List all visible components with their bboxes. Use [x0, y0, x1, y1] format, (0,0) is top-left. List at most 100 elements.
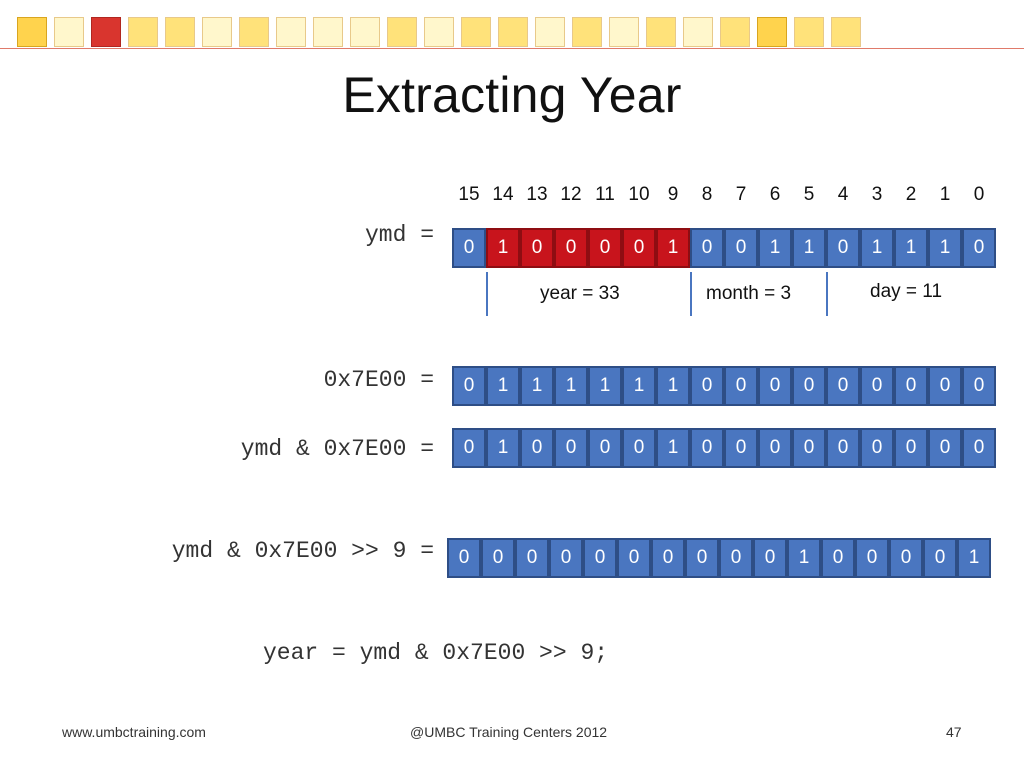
- deco-square: [313, 17, 343, 47]
- bit-index-label: 11: [595, 184, 615, 205]
- bit-cell: 1: [622, 366, 656, 406]
- bit-index-label: 0: [973, 184, 985, 205]
- bit-cell: 0: [447, 538, 481, 578]
- bit-index-label: 8: [701, 184, 713, 205]
- deco-square: [91, 17, 121, 47]
- bit-cell: 0: [962, 366, 996, 406]
- bit-cell: 0: [962, 228, 996, 268]
- row-label-mask: 0x7E00 =: [323, 367, 434, 393]
- bit-cell: 0: [860, 366, 894, 406]
- bit-cell: 0: [928, 428, 962, 468]
- bit-index-label: 2: [905, 184, 917, 205]
- bit-cell: 0: [690, 366, 724, 406]
- bit-index-label: 1: [939, 184, 951, 205]
- bit-cell: 1: [656, 428, 690, 468]
- bit-cell: 0: [690, 428, 724, 468]
- bit-cell: 0: [923, 538, 957, 578]
- bit-cell: 0: [520, 428, 554, 468]
- bit-index-label: 6: [769, 184, 781, 205]
- bit-cell: 0: [719, 538, 753, 578]
- bit-cell: 0: [928, 366, 962, 406]
- bit-cell: 0: [588, 228, 622, 268]
- bit-cell: 0: [826, 428, 860, 468]
- bit-cell: 1: [656, 228, 690, 268]
- bit-cell: 1: [787, 538, 821, 578]
- bit-index-label: 13: [526, 184, 548, 205]
- deco-square: [461, 17, 491, 47]
- bit-cell: 0: [452, 366, 486, 406]
- code-line: year = ymd & 0x7E00 >> 9;: [263, 640, 609, 666]
- deco-square: [387, 17, 417, 47]
- bit-cell: 0: [724, 228, 758, 268]
- bit-index-label: 5: [803, 184, 815, 205]
- deco-square: [350, 17, 380, 47]
- row-label-and: ymd & 0x7E00 =: [240, 436, 434, 462]
- deco-square: [794, 17, 824, 47]
- bit-cell: 0: [520, 228, 554, 268]
- bit-index-label: 9: [667, 184, 679, 205]
- bit-cell: 0: [962, 428, 996, 468]
- bit-cell: 0: [753, 538, 787, 578]
- deco-square: [683, 17, 713, 47]
- bit-cell: 0: [622, 428, 656, 468]
- bit-cell: 1: [957, 538, 991, 578]
- bit-cell: 0: [617, 538, 651, 578]
- bit-cell: 1: [792, 228, 826, 268]
- bit-index-label: 14: [492, 184, 514, 205]
- bit-cell: 0: [821, 538, 855, 578]
- deco-square: [609, 17, 639, 47]
- bit-cell: 0: [855, 538, 889, 578]
- bit-cell: 0: [622, 228, 656, 268]
- bit-cell: 0: [826, 228, 860, 268]
- bit-cell: 0: [452, 428, 486, 468]
- bit-cell: 0: [826, 366, 860, 406]
- slide-title: Extracting Year: [342, 67, 682, 123]
- deco-square: [239, 17, 269, 47]
- bit-cell: 0: [889, 538, 923, 578]
- field-divider: [486, 272, 488, 316]
- bit-cell: 1: [860, 228, 894, 268]
- field-divider: [826, 272, 828, 316]
- bit-index-label: 7: [735, 184, 747, 205]
- bit-cell: 1: [520, 366, 554, 406]
- bit-cell: 0: [685, 538, 719, 578]
- row-label-shift: ymd & 0x7E00 >> 9 =: [171, 538, 434, 564]
- year-field-label: year = 33: [540, 283, 620, 304]
- bit-cell: 0: [724, 366, 758, 406]
- bit-cell: 1: [894, 228, 928, 268]
- bit-cell: 0: [554, 228, 588, 268]
- bit-index-label: 12: [560, 184, 582, 205]
- deco-square: [128, 17, 158, 47]
- bit-cell: 1: [928, 228, 962, 268]
- bit-index-label: 15: [458, 184, 480, 205]
- deco-square: [646, 17, 676, 47]
- month-field-label: month = 3: [706, 283, 792, 304]
- bit-cell: 0: [554, 428, 588, 468]
- bit-index-label: 3: [871, 184, 883, 205]
- deco-square: [424, 17, 454, 47]
- bit-cell: 1: [656, 366, 690, 406]
- bit-cell: 0: [724, 428, 758, 468]
- bit-cell: 0: [792, 428, 826, 468]
- deco-square: [54, 17, 84, 47]
- row-label-ymd: ymd =: [364, 222, 434, 248]
- bit-cell: 0: [515, 538, 549, 578]
- bit-cell: 1: [486, 428, 520, 468]
- bit-cell: 0: [860, 428, 894, 468]
- deco-square: [572, 17, 602, 47]
- footer-copyright: @UMBC Training Centers 2012: [410, 724, 608, 740]
- deco-square: [202, 17, 232, 47]
- footer-url: www.umbctraining.com: [62, 724, 206, 740]
- deco-square: [498, 17, 528, 47]
- bit-index-label: 10: [628, 184, 650, 205]
- deco-square: [720, 17, 750, 47]
- bit-cell: 0: [651, 538, 685, 578]
- bit-cell: 0: [758, 428, 792, 468]
- deco-square: [276, 17, 306, 47]
- deco-square: [831, 17, 861, 47]
- bit-cell: 0: [894, 428, 928, 468]
- bit-cell: 1: [554, 366, 588, 406]
- bit-cell: 0: [452, 228, 486, 268]
- deco-square: [757, 17, 787, 47]
- bit-cell: 1: [588, 366, 622, 406]
